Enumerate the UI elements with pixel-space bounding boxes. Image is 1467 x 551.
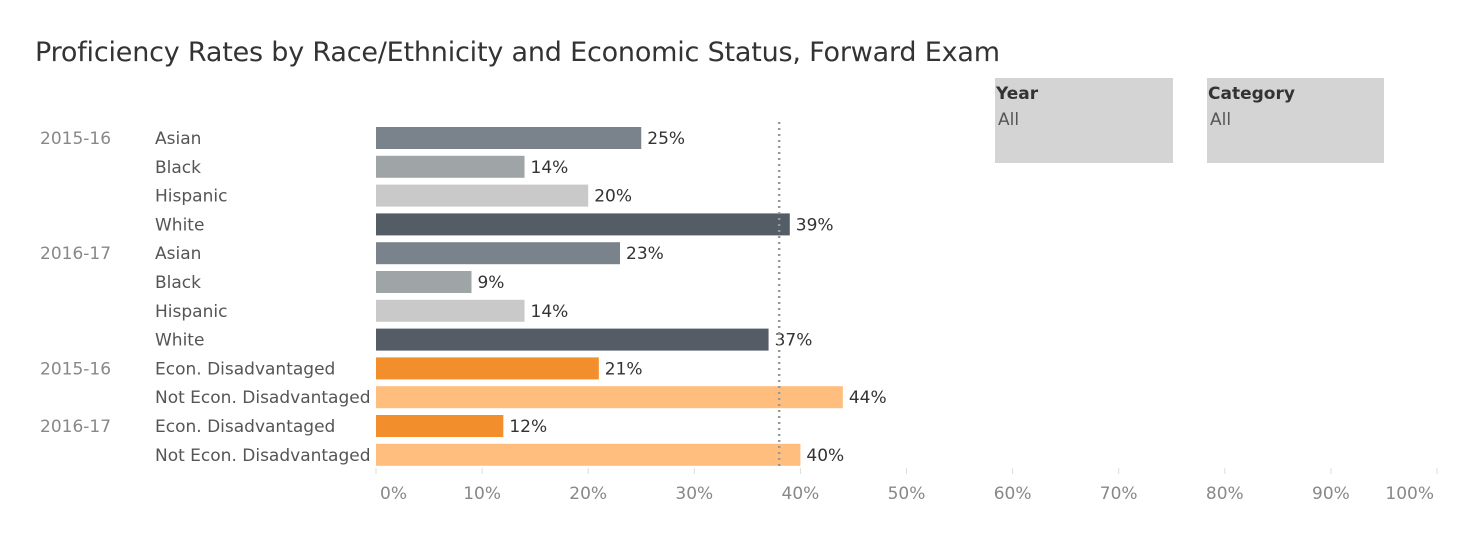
- year-filter[interactable]: Year All: [995, 78, 1173, 163]
- category-label: Hispanic: [155, 187, 227, 207]
- bar: [376, 155, 525, 178]
- bar: [376, 328, 769, 351]
- bar-value-label: 39%: [796, 215, 834, 235]
- x-axis-tick-label: 50%: [888, 484, 926, 504]
- bar-value-label: 20%: [594, 187, 632, 207]
- bar: [376, 127, 642, 149]
- category-label: Black: [155, 273, 201, 293]
- x-axis-tick-label: 10%: [463, 484, 501, 504]
- bar: [376, 242, 621, 265]
- category-label: Asian: [155, 244, 201, 264]
- category-label: White: [155, 331, 204, 351]
- category-label: Black: [155, 158, 201, 178]
- year-filter-label: Year: [996, 84, 1039, 104]
- bar: [376, 271, 472, 293]
- bar: [376, 184, 589, 207]
- bar-value-label: 40%: [806, 446, 844, 466]
- category-label: White: [155, 215, 204, 235]
- bar-value-label: 14%: [531, 158, 569, 178]
- x-axis-tick-label: 40%: [782, 484, 820, 504]
- category-label: Hispanic: [155, 302, 227, 322]
- bar: [376, 357, 599, 380]
- bar-value-label: 23%: [626, 244, 664, 264]
- year-label: 2016-17: [40, 244, 111, 264]
- x-axis-tick-label: 80%: [1206, 484, 1244, 504]
- category-filter[interactable]: Category All: [1207, 78, 1384, 163]
- x-axis-tick-label: 90%: [1312, 484, 1350, 504]
- year-label: 2016-17: [40, 417, 111, 437]
- category-label: Econ. Disadvantaged: [155, 417, 335, 437]
- bar-value-label: 44%: [849, 388, 887, 408]
- x-axis-tick-label: 70%: [1100, 484, 1138, 504]
- bar: [376, 299, 525, 322]
- category-label: Econ. Disadvantaged: [155, 359, 335, 379]
- bar-value-label: 21%: [605, 359, 643, 379]
- bar-value-label: 25%: [647, 129, 685, 149]
- x-axis-tick-label: 30%: [675, 484, 713, 504]
- bar: [376, 443, 801, 466]
- year-label: 2015-16: [40, 129, 111, 149]
- category-label: Not Econ. Disadvantaged: [155, 446, 371, 466]
- year-label: 2015-16: [40, 359, 111, 379]
- category-label: Asian: [155, 129, 201, 149]
- bar: [376, 415, 504, 437]
- bar-value-label: 12%: [509, 417, 547, 437]
- bar-value-label: 14%: [531, 302, 569, 322]
- category-filter-label: Category: [1208, 84, 1295, 104]
- bar-value-label: 37%: [775, 331, 813, 351]
- x-axis-tick-label: 0%: [380, 484, 407, 504]
- category-label: Not Econ. Disadvantaged: [155, 388, 371, 408]
- bar-value-label: 9%: [477, 273, 504, 293]
- bar: [376, 386, 843, 409]
- bar: [376, 213, 790, 236]
- x-axis-tick-label: 60%: [994, 484, 1032, 504]
- chart-title: Proficiency Rates by Race/Ethnicity and …: [35, 37, 1000, 68]
- x-axis-tick-label: 100%: [1385, 484, 1434, 504]
- x-axis-tick-label: 20%: [569, 484, 607, 504]
- category-filter-value[interactable]: All: [1210, 110, 1232, 130]
- year-filter-value[interactable]: All: [998, 110, 1020, 130]
